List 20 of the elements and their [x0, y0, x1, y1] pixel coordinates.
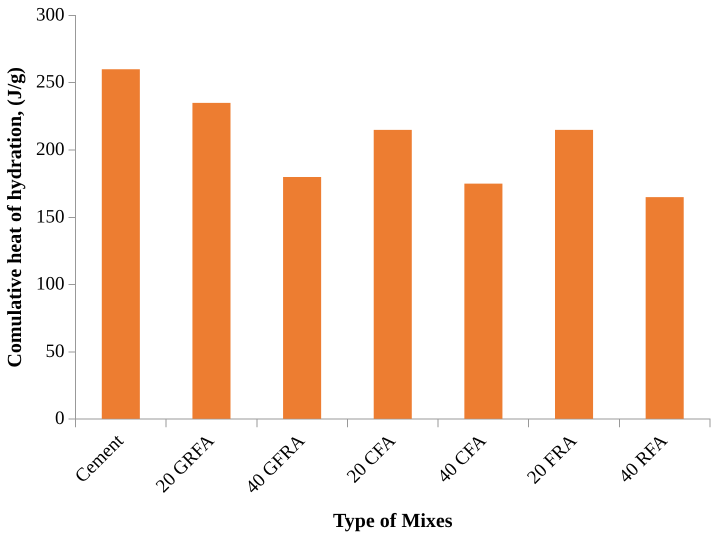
x-tick-label: 40 RFA [614, 430, 672, 488]
y-tick-label: 250 [36, 72, 64, 93]
x-tick-label: 40 CFA [434, 430, 491, 488]
y-tick-label: 150 [36, 206, 64, 228]
bar [646, 197, 684, 419]
y-tick-label: 300 [36, 4, 64, 26]
bar [192, 102, 230, 419]
y-tick-label: 100 [36, 274, 64, 295]
y-tick-label: 50 [46, 340, 64, 362]
bar [283, 176, 322, 419]
y-tick-label: 0 [55, 408, 64, 430]
bar [102, 69, 140, 419]
bar [374, 130, 412, 419]
bar [464, 184, 502, 419]
y-axis-title: Comulative heat of hydration, (J/g) [4, 67, 26, 368]
x-tick-label: 20 FRA [523, 430, 582, 488]
y-tick-label: 200 [36, 139, 64, 160]
x-axis-title: Type of Mixes [332, 510, 453, 532]
x-tick-label: 20 CFA [343, 430, 400, 488]
bar [555, 130, 594, 419]
